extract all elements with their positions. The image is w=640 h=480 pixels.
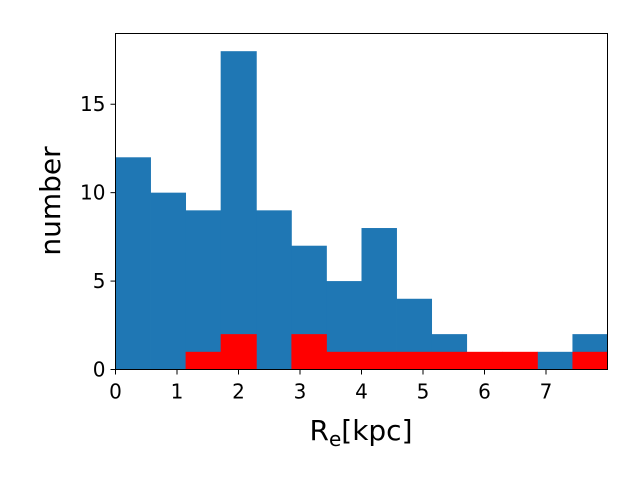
bar-series-1-bin-4 xyxy=(220,51,257,370)
x-axis-label: Re[kpc] xyxy=(309,414,412,451)
bar-series-2-bin-14 xyxy=(572,351,608,370)
bar-series-2-bin-4 xyxy=(220,334,257,370)
bar-series-2-bin-6 xyxy=(291,334,327,370)
x-tick-label: 2 xyxy=(232,380,245,404)
bar-series-1-bin-3 xyxy=(185,210,222,370)
x-tick-label: 5 xyxy=(417,380,430,404)
x-tick-label: 3 xyxy=(294,380,307,404)
y-tick-label: 5 xyxy=(93,269,106,293)
y-tick-label: 10 xyxy=(80,181,105,205)
x-axis-ticks: 0 1 2 3 4 5 6 7 xyxy=(109,369,553,404)
bar-series-1-bin-2 xyxy=(150,192,187,370)
bar-series-2-bin-9 xyxy=(396,351,433,370)
y-axis-ticks: 0 5 10 15 xyxy=(80,92,116,382)
bar-series-1-bin-13 xyxy=(537,351,573,370)
bar-series-2-bin-12 xyxy=(502,351,538,370)
x-tick-label: 7 xyxy=(540,380,553,404)
x-tick-label: 1 xyxy=(171,380,184,404)
bar-series-1-bin-8 xyxy=(361,228,397,370)
y-axis-label: number xyxy=(34,146,67,256)
bar-series-1-bin-5 xyxy=(256,210,292,370)
y-tick-label: 0 xyxy=(93,358,106,382)
bar-series-1-bin-1 xyxy=(115,157,151,370)
y-tick-label: 15 xyxy=(80,92,105,116)
x-tick-label: 4 xyxy=(355,380,368,404)
bars-layer xyxy=(115,51,608,370)
x-tick-label: 0 xyxy=(109,380,122,404)
x-tick-label: 6 xyxy=(478,380,491,404)
bar-series-2-bin-7 xyxy=(326,351,362,370)
bar-series-2-bin-11 xyxy=(466,351,503,370)
bar-series-2-bin-8 xyxy=(361,351,397,370)
bar-series-2-bin-3 xyxy=(185,351,222,370)
bar-series-2-bin-10 xyxy=(431,351,468,370)
